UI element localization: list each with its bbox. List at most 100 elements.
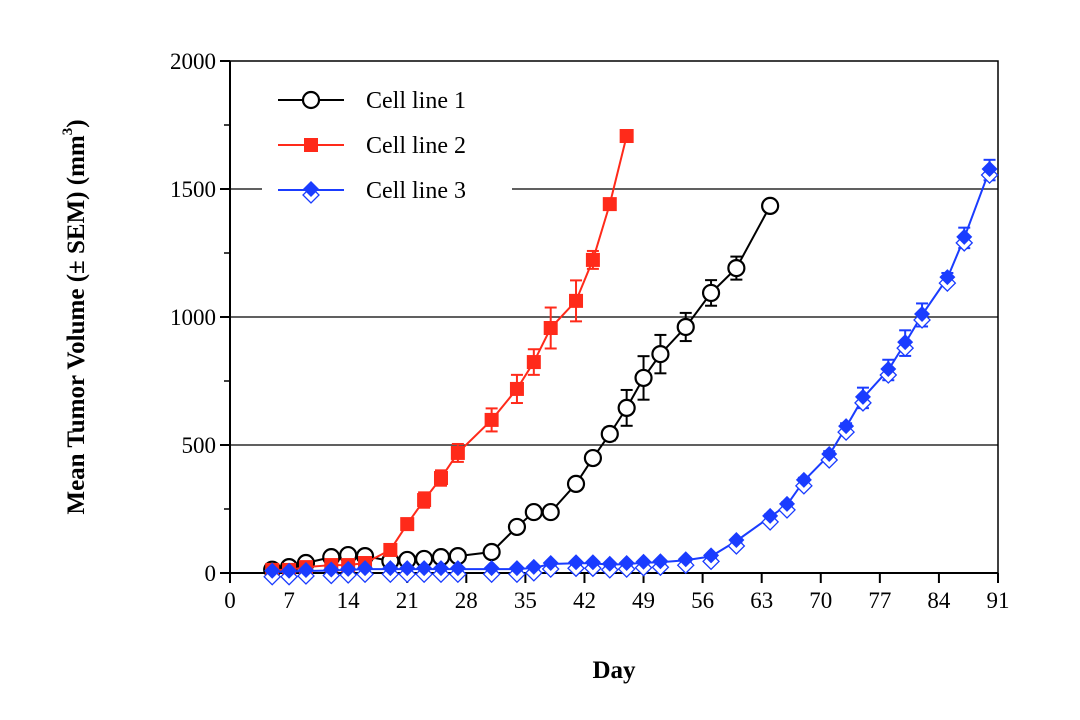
data-point-circle: [676, 317, 695, 337]
data-point-diamond-filled: [981, 161, 998, 178]
data-point-diamond-filled: [601, 555, 618, 572]
x-tick-label: 91: [987, 588, 1010, 613]
y-axis-label-suffix: ): [63, 119, 90, 127]
data-point-circle: [634, 368, 653, 388]
data-point-diamond-filled: [762, 507, 779, 524]
data-point-diamond-filled: [323, 561, 340, 578]
data-point-square: [585, 252, 600, 267]
data-point-diamond-filled: [939, 269, 956, 286]
data-point-diamond-filled: [357, 560, 374, 577]
data-point-circle: [651, 345, 670, 364]
data-point-circle: [761, 196, 780, 215]
series-2: [265, 129, 634, 577]
data-point-square: [569, 293, 584, 308]
x-tick-label: 70: [809, 588, 832, 613]
legend-label: Cell line 2: [366, 133, 466, 159]
data-point-diamond-filled: [416, 560, 433, 577]
data-point-circle: [482, 542, 501, 562]
data-point-diamond-filled: [779, 495, 796, 512]
data-point-diamond-filled: [281, 562, 298, 579]
data-point-circle: [507, 517, 527, 537]
data-point-circle: [600, 424, 619, 444]
data-point-diamond-filled: [382, 560, 399, 577]
data-point-circle: [701, 283, 721, 303]
data-point-square: [450, 445, 465, 460]
x-tick-label: 7: [283, 588, 295, 613]
data-point-diamond-filled: [449, 560, 466, 577]
y-tick-label: 0: [205, 561, 217, 586]
data-point-diamond-filled: [914, 305, 931, 322]
y-tick-label: 2000: [170, 49, 216, 74]
data-point-square: [526, 355, 541, 370]
x-tick-label: 42: [573, 588, 596, 613]
data-point-diamond-filled: [525, 558, 542, 575]
data-point-diamond-filled: [838, 418, 855, 435]
data-point-square: [619, 129, 634, 144]
y-tick-label: 1000: [170, 305, 216, 330]
data-point-square: [484, 412, 499, 427]
data-point-diamond-filled: [584, 554, 601, 571]
data-point-diamond-filled: [897, 334, 914, 351]
data-point-diamond-filled: [635, 553, 652, 570]
data-point-diamond-filled: [821, 445, 838, 462]
legend-item-3: Cell line 3: [278, 178, 466, 204]
legend-item-1: Cell line 1: [278, 88, 466, 114]
series-3: [263, 158, 999, 586]
data-point-diamond-filled: [508, 560, 525, 577]
y-tick-label: 1500: [170, 177, 216, 202]
y-axis-label-superscript: 3: [60, 128, 76, 136]
gridlines: [230, 188, 998, 446]
x-tick-label: 49: [632, 588, 655, 613]
data-point-diamond-filled: [854, 388, 871, 405]
data-point-circle: [541, 502, 560, 522]
legend-label: Cell line 3: [366, 178, 466, 204]
svg-text:Mean Tumor Volume (± SEM) (mm3: Mean Tumor Volume (± SEM) (mm3): [60, 119, 90, 514]
data-point-diamond-filled: [618, 555, 635, 572]
data-point-circle: [524, 502, 543, 522]
data-point-circle: [583, 448, 603, 468]
data-point-square: [383, 542, 398, 557]
y-axis-label-text: Mean Tumor Volume (± SEM) (mm: [63, 135, 90, 514]
data-point-square: [400, 517, 415, 532]
data-point-diamond-filled: [542, 555, 559, 572]
data-point-diamond-filled: [303, 181, 319, 197]
x-tick-label: 0: [224, 588, 236, 613]
data-point-circle: [566, 474, 586, 494]
x-tick-label: 77: [868, 588, 891, 613]
data-point-diamond-filled: [568, 554, 585, 571]
data-point-diamond-filled: [652, 553, 669, 570]
data-point-diamond-filled: [399, 560, 416, 577]
x-tick-label: 84: [927, 588, 951, 613]
data-point-circle: [301, 90, 321, 110]
legend-item-2: Cell line 2: [278, 133, 466, 159]
data-point-square: [602, 197, 617, 212]
data-point-circle: [617, 398, 636, 417]
data-point-diamond-filled: [956, 228, 973, 245]
x-axis-label: Day: [592, 657, 636, 684]
data-point-diamond-filled: [340, 560, 357, 577]
data-point-diamond-filled: [703, 547, 720, 564]
x-tick-label: 28: [455, 588, 478, 613]
x-tick-label: 56: [691, 588, 714, 613]
x-tick-label: 35: [514, 588, 537, 613]
data-point-diamond-filled: [728, 532, 745, 548]
data-point-diamond-filled: [677, 551, 694, 568]
data-point-diamond-filled: [432, 560, 449, 577]
y-axis-label: Mean Tumor Volume (± SEM) (mm3): [60, 119, 90, 514]
data-point-square: [509, 381, 524, 396]
data-point-diamond-filled: [264, 562, 281, 579]
legend-label: Cell line 1: [366, 88, 466, 114]
data-point-diamond-filled: [880, 360, 897, 377]
y-tick-label: 500: [182, 433, 217, 458]
data-point-square: [304, 138, 318, 152]
data-point-square: [543, 321, 558, 336]
x-tick-label: 63: [750, 588, 773, 613]
data-point-diamond-filled: [297, 561, 314, 578]
data-point-diamond-filled: [483, 560, 500, 577]
data-point-diamond-filled: [795, 471, 812, 488]
legend: Cell line 1 Cell line 2 Cell line 3: [278, 88, 466, 204]
series-line: [272, 169, 991, 573]
data-point-square: [417, 493, 432, 508]
data-point-square: [433, 471, 448, 486]
